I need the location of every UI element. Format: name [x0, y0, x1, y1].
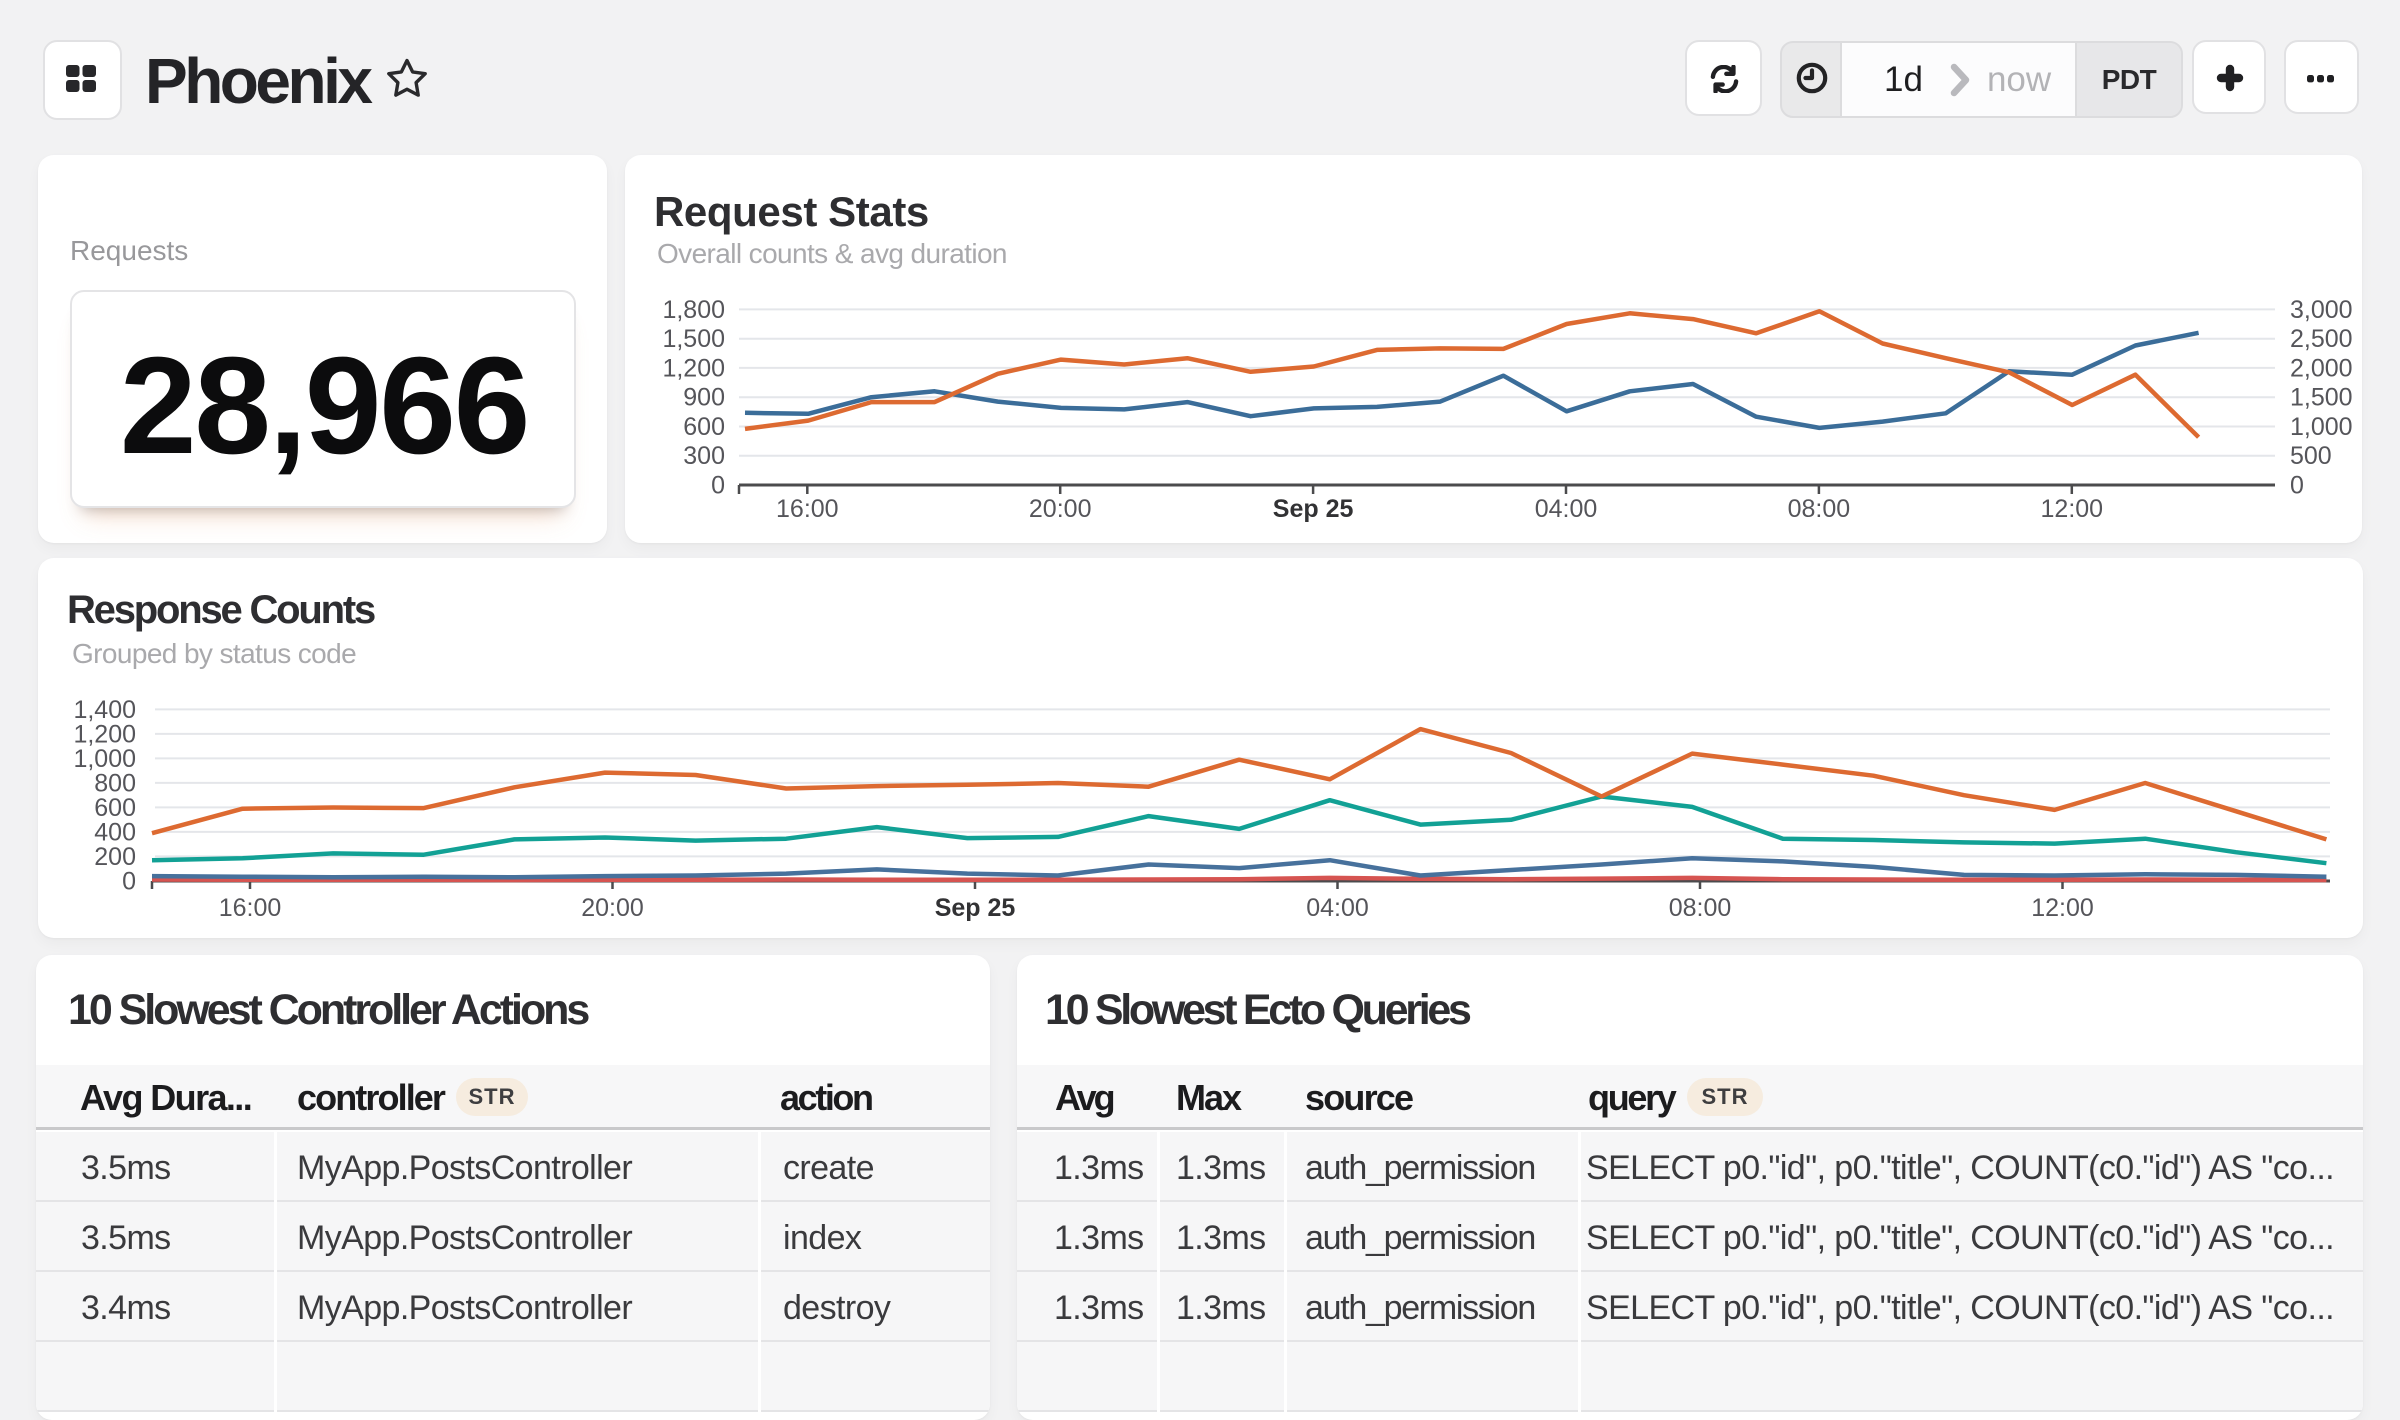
svg-text:04:00: 04:00	[1306, 894, 1369, 922]
svg-text:600: 600	[683, 413, 725, 441]
svg-text:2,000: 2,000	[2290, 354, 2353, 382]
svg-text:20:00: 20:00	[1029, 495, 1092, 523]
svg-text:200: 200	[94, 843, 136, 871]
svg-text:12:00: 12:00	[2031, 894, 2094, 922]
svg-text:Sep 25: Sep 25	[935, 894, 1016, 922]
svg-text:2,500: 2,500	[2290, 325, 2353, 353]
svg-text:08:00: 08:00	[1669, 894, 1732, 922]
svg-text:1,500: 1,500	[662, 325, 725, 353]
svg-text:20:00: 20:00	[581, 894, 644, 922]
svg-text:0: 0	[711, 472, 725, 500]
svg-text:400: 400	[94, 818, 136, 846]
svg-text:1,000: 1,000	[73, 745, 136, 773]
svg-text:500: 500	[2290, 442, 2332, 470]
svg-text:08:00: 08:00	[1788, 495, 1851, 523]
svg-text:0: 0	[122, 867, 136, 895]
svg-text:1,500: 1,500	[2290, 384, 2353, 412]
svg-text:1,400: 1,400	[73, 696, 136, 724]
svg-text:Sep 25: Sep 25	[1273, 495, 1354, 523]
svg-text:1,200: 1,200	[73, 720, 136, 748]
svg-text:1,000: 1,000	[2290, 413, 2353, 441]
svg-text:1,800: 1,800	[662, 296, 725, 324]
svg-text:1,200: 1,200	[662, 354, 725, 382]
svg-text:600: 600	[94, 794, 136, 822]
svg-text:04:00: 04:00	[1535, 495, 1598, 523]
svg-text:12:00: 12:00	[2041, 495, 2104, 523]
svg-text:0: 0	[2290, 472, 2304, 500]
svg-text:300: 300	[683, 442, 725, 470]
svg-text:16:00: 16:00	[219, 894, 282, 922]
svg-text:16:00: 16:00	[776, 495, 839, 523]
svg-text:800: 800	[94, 769, 136, 797]
svg-text:900: 900	[683, 384, 725, 412]
svg-text:3,000: 3,000	[2290, 296, 2353, 324]
